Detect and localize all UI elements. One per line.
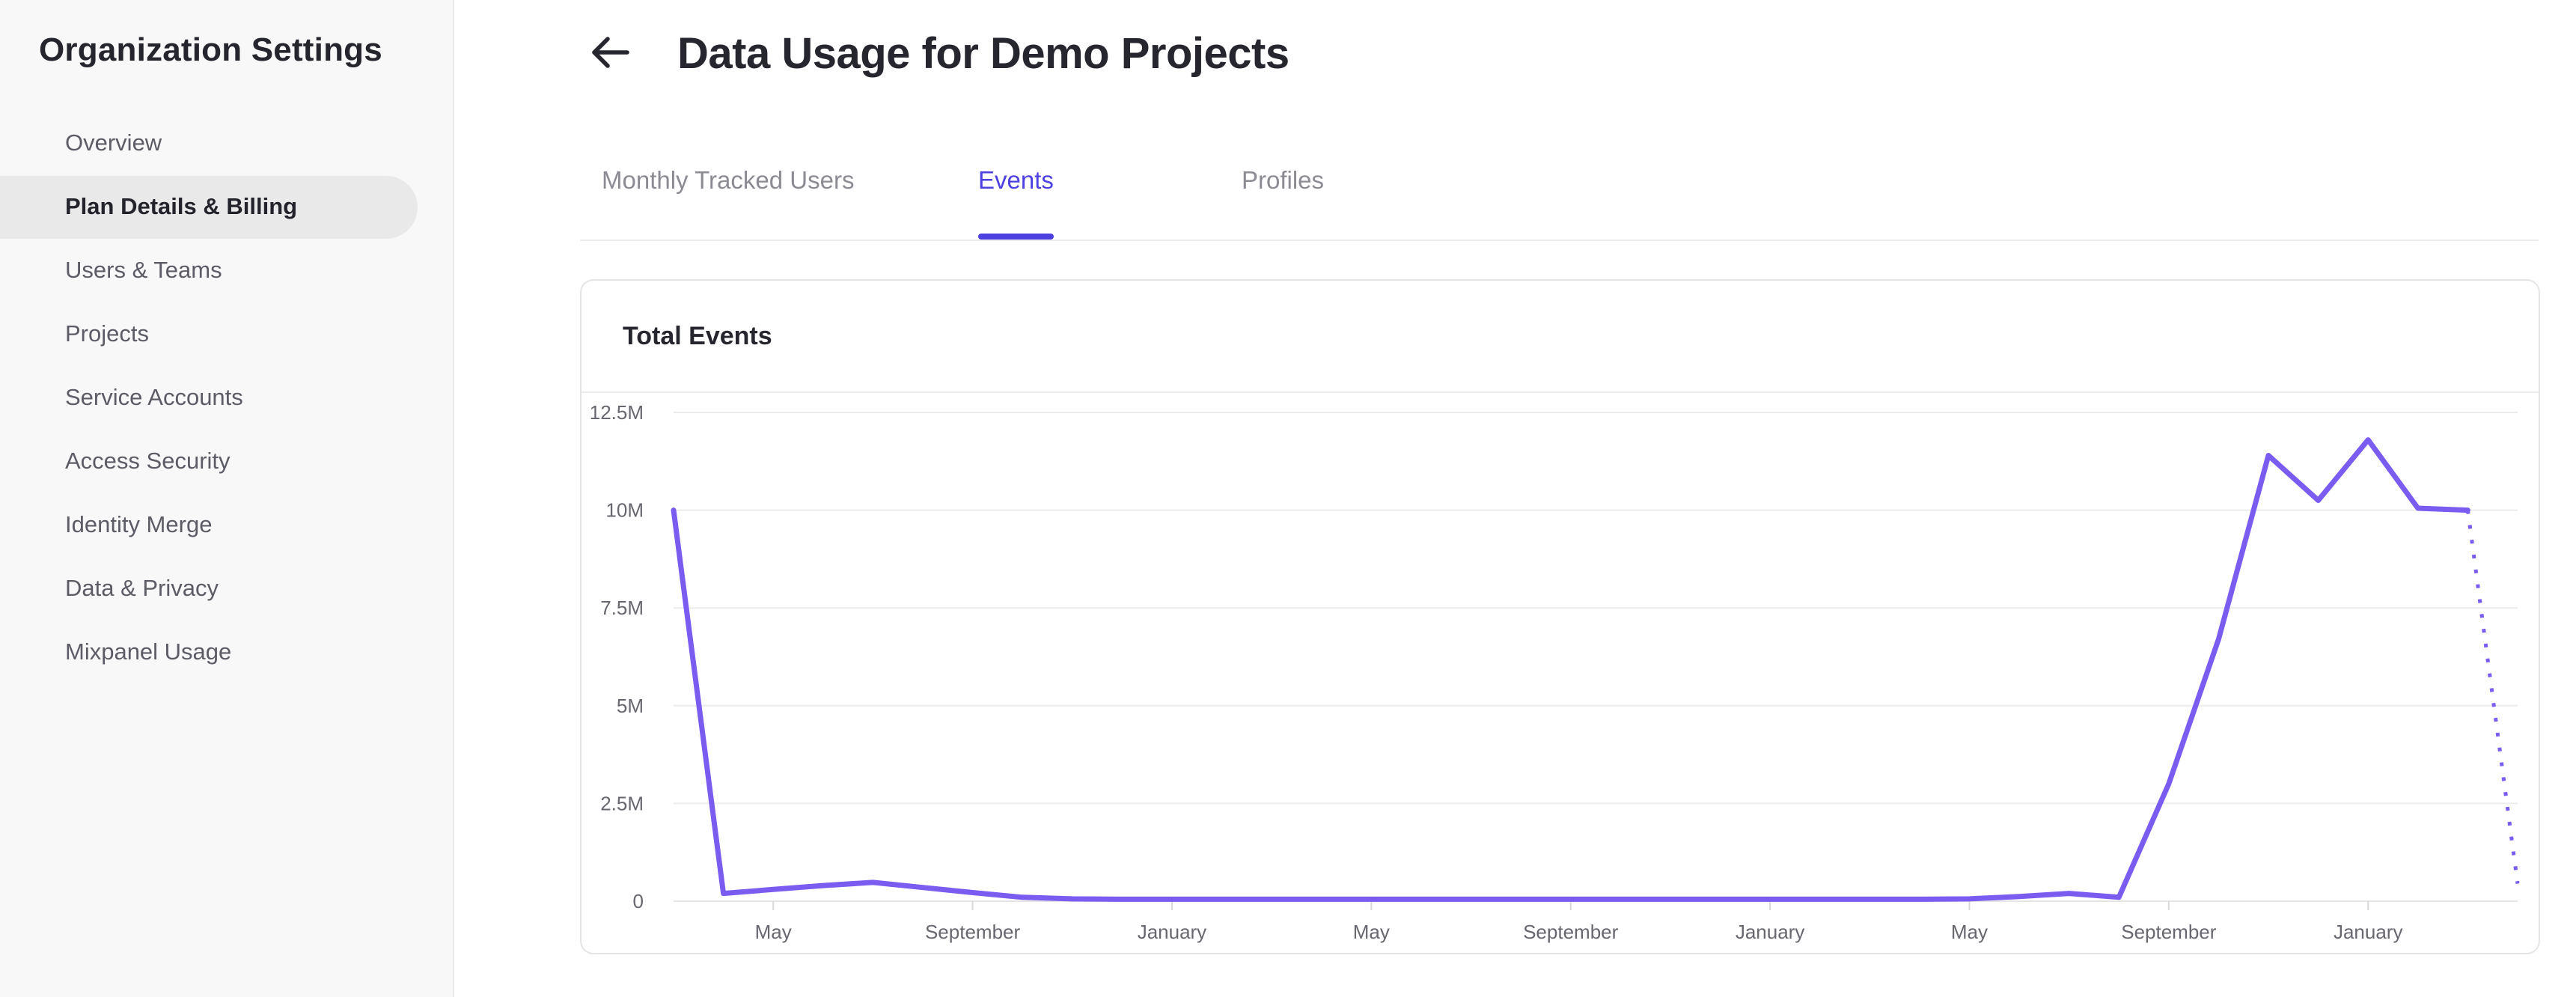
card-title: Total Events (623, 321, 772, 350)
y-axis-label: 7.5M (600, 597, 644, 619)
chart-line[interactable] (671, 437, 2470, 902)
y-axis-label: 0 (633, 890, 644, 912)
y-axis-label: 10M (605, 499, 644, 522)
sidebar-item-access-security[interactable]: Access Security (65, 447, 231, 474)
x-axis-label: January (2334, 921, 2403, 943)
sidebar-selected-pill (0, 176, 418, 239)
active-tab-underline (978, 234, 1054, 240)
x-axis-label: January (1138, 921, 1207, 943)
sidebar-item-overview[interactable]: Overview (65, 129, 162, 156)
back-arrow-icon[interactable] (584, 30, 633, 75)
card-header: Total Events (582, 281, 2539, 393)
y-axis-label: 12.5M (590, 401, 644, 424)
sidebar-item-projects[interactable]: Projects (65, 320, 149, 347)
total-events-chart[interactable]: 0 2.5M 5M 7.5M 10M 12.5M May September January Ma… (582, 394, 2539, 953)
tab-events[interactable]: Events (978, 166, 1054, 194)
x-axis-label: September (925, 921, 1021, 943)
chart-line-projected[interactable] (2465, 510, 2520, 884)
sidebar-item-mixpanel-usage[interactable]: Mixpanel Usage (65, 638, 232, 665)
sidebar-nav: Overview Plan Details & Billing Users & … (0, 111, 453, 683)
x-axis-label: January (1736, 921, 1805, 943)
sidebar-item-data-privacy[interactable]: Data & Privacy (65, 574, 219, 601)
sidebar: Organization Settings Overview Plan Deta… (0, 0, 454, 997)
x-axis-label: May (755, 921, 792, 943)
sidebar-item-identity-merge[interactable]: Identity Merge (65, 510, 213, 537)
sidebar-item-plan-details-billing[interactable]: Plan Details & Billing (65, 192, 298, 219)
x-axis-label: September (2121, 921, 2217, 943)
sidebar-item-users-teams[interactable]: Users & Teams (65, 256, 222, 283)
tabs-divider (580, 240, 2539, 241)
x-axis-label: September (1523, 921, 1619, 943)
y-axis-label: 5M (617, 695, 644, 717)
tab-monthly-tracked-users[interactable]: Monthly Tracked Users (602, 166, 855, 194)
x-axis-label: May (1353, 921, 1390, 943)
sidebar-item-service-accounts[interactable]: Service Accounts (65, 383, 243, 410)
y-axis-label: 2.5M (600, 792, 644, 814)
x-axis-label: May (1951, 921, 1988, 943)
sidebar-title: Organization Settings (39, 31, 382, 68)
tab-profiles[interactable]: Profiles (1242, 166, 1325, 194)
page-title: Data Usage for Demo Projects (677, 29, 1289, 78)
total-events-card: Total Events 0 2.5M 5M 7.5M 10M 12.5M May Septe… (580, 279, 2540, 954)
